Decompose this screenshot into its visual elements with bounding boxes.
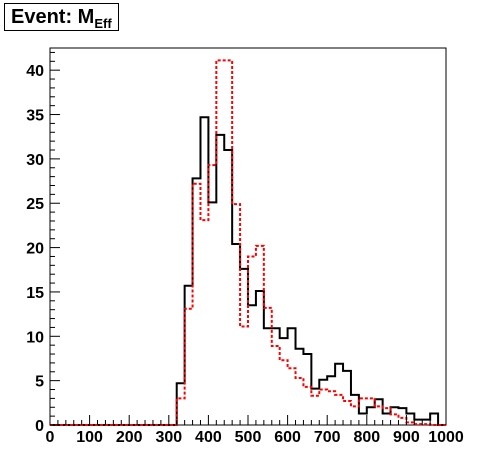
x-tick-label: 0 [46,429,55,446]
plot-frame [49,47,447,426]
y-tick-label: 0 [35,418,44,435]
x-tick-label: 900 [393,429,420,446]
x-tick-label: 200 [116,429,143,446]
y-tick-label: 35 [26,108,44,125]
x-tick-label: 700 [314,429,341,446]
y-tick-label: 25 [26,196,44,213]
chart-title-main: Event: M [11,6,95,28]
y-tick-label: 20 [26,241,44,258]
y-tick-label: 5 [35,374,44,391]
series-line-2 [50,59,446,426]
y-tick-label: 10 [26,329,44,346]
chart-title-subscript: Eff [94,16,112,31]
y-tick-label: 40 [26,63,44,80]
x-tick-label: 800 [353,429,380,446]
x-tick-label: 1000 [428,429,464,446]
x-tick-label: 100 [76,429,103,446]
series-line-1 [50,116,446,426]
y-tick-label: 15 [26,285,44,302]
x-tick-label: 500 [235,429,262,446]
x-tick-label: 300 [155,429,182,446]
x-tick-label: 600 [274,429,301,446]
y-tick-label: 30 [26,152,44,169]
x-tick-label: 400 [195,429,222,446]
chart-title: Event: MEff [4,3,119,31]
